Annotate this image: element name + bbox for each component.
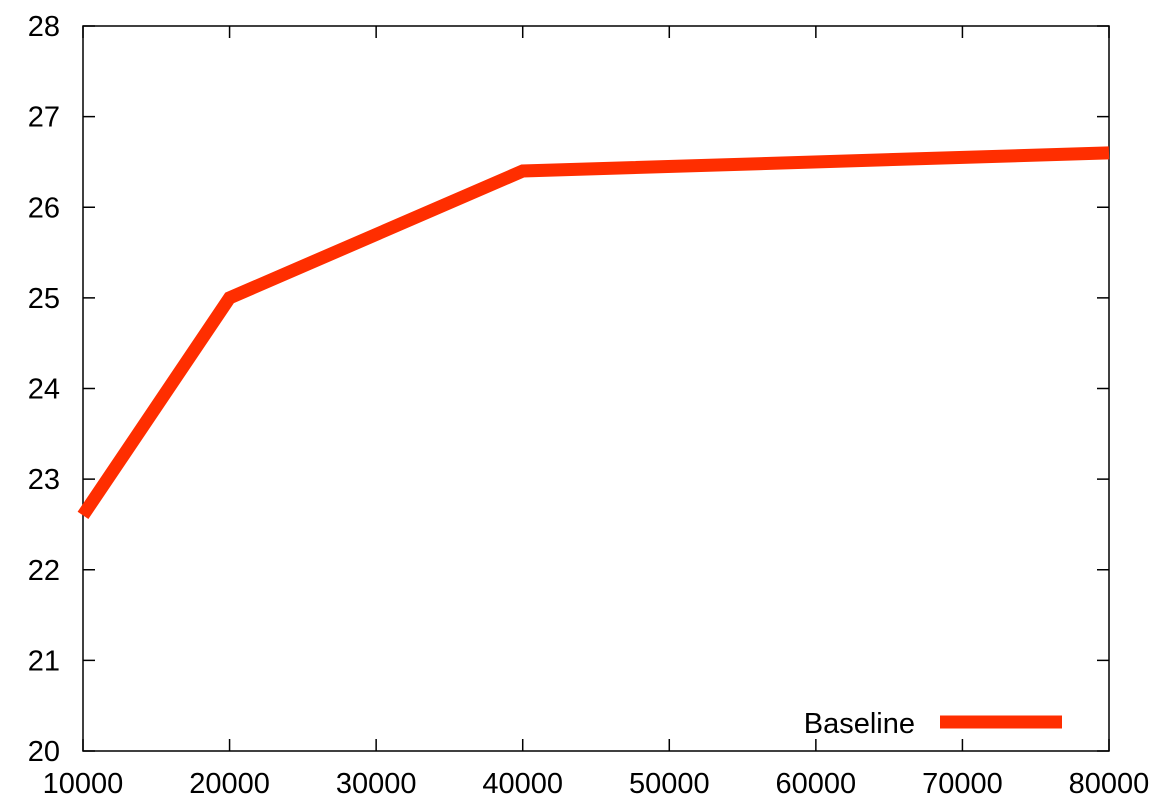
y-tick-label: 22 bbox=[28, 555, 60, 587]
y-tick-label: 26 bbox=[28, 192, 60, 224]
x-tick-label: 60000 bbox=[776, 768, 857, 800]
x-tick-label: 40000 bbox=[482, 768, 563, 800]
y-tick-label: 28 bbox=[28, 11, 60, 43]
legend-label: Baseline bbox=[804, 708, 915, 740]
y-tick-label: 25 bbox=[28, 283, 60, 315]
y-tick-label: 21 bbox=[28, 645, 60, 677]
plot-frame bbox=[82, 25, 1110, 752]
axis-tick-labels: 10000 20000 30000 40000 50000 60000 70000 80000… bbox=[28, 11, 1150, 800]
x-tick-label: 30000 bbox=[336, 768, 417, 800]
y-tick-label: 24 bbox=[28, 374, 60, 406]
x-tick-label: 20000 bbox=[189, 768, 270, 800]
x-tick-label: 80000 bbox=[1069, 768, 1150, 800]
x-tick-label: 50000 bbox=[629, 768, 710, 800]
axis-ticks bbox=[82, 25, 1110, 752]
x-tick-label: 10000 bbox=[43, 768, 124, 800]
series-group bbox=[77, 146, 1110, 520]
series-line-baseline bbox=[77, 146, 1110, 520]
y-tick-label: 20 bbox=[28, 736, 60, 768]
legend: Baseline bbox=[804, 708, 1062, 740]
y-tick-label: 23 bbox=[28, 464, 60, 496]
y-tick-label: 27 bbox=[28, 102, 60, 134]
x-tick-label: 70000 bbox=[922, 768, 1003, 800]
